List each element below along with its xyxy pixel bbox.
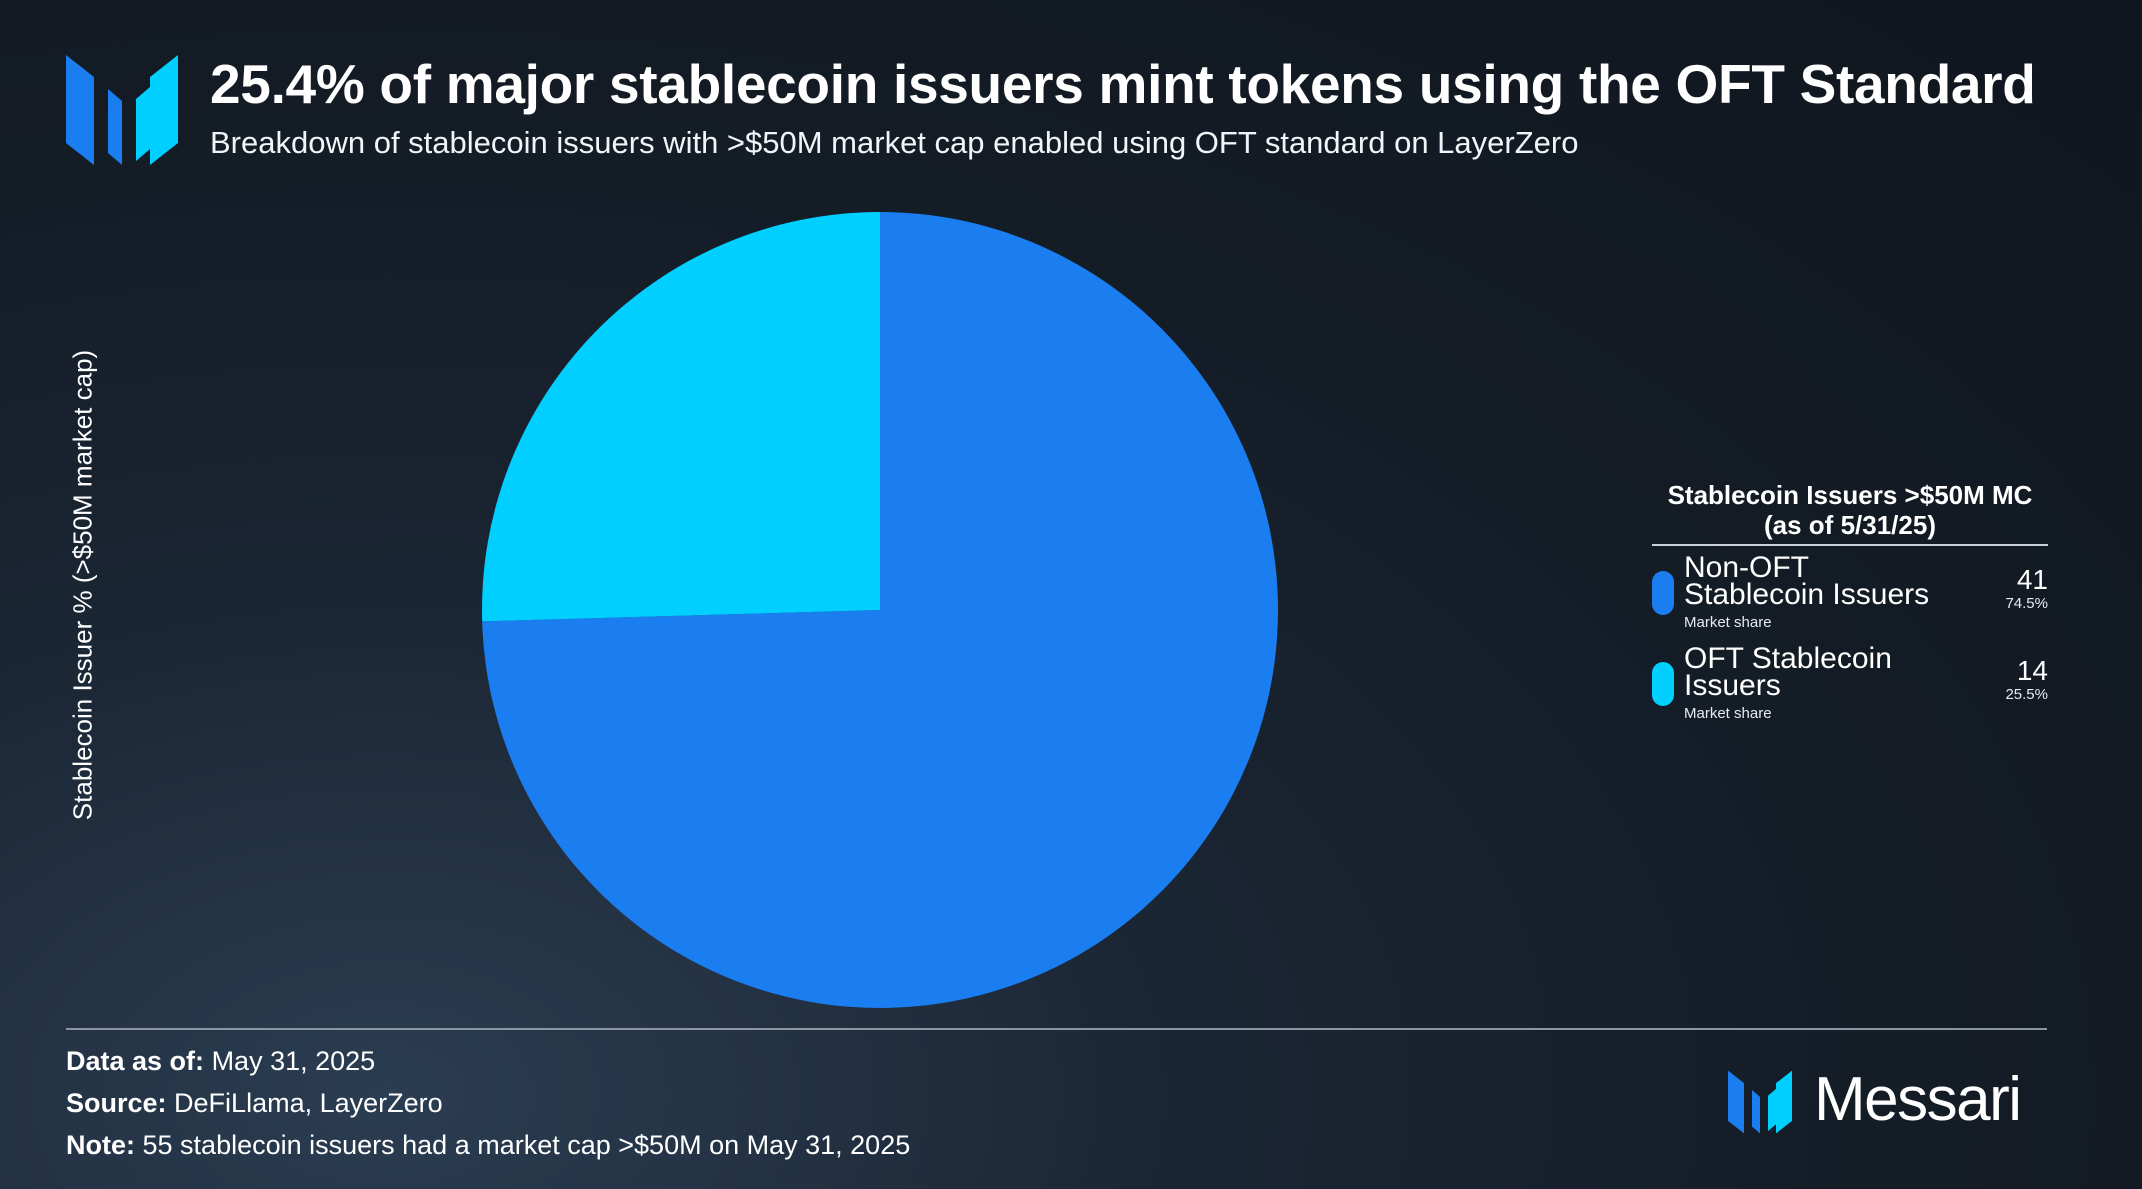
data-as-of: Data as of: May 31, 2025	[66, 1040, 910, 1082]
chart-subtitle: Breakdown of stablecoin issuers with >$5…	[210, 125, 1579, 160]
note-value: 55 stablecoin issuers had a market cap >…	[142, 1130, 911, 1160]
chart-legend: Stablecoin Issuers >$50M MC (as of 5/31/…	[1652, 480, 2048, 722]
pie-slice-non-oft	[482, 212, 1278, 1008]
y-axis-label: Stablecoin Issuer % (>$50M market cap)	[67, 349, 98, 821]
legend-item-oft: OFT Stablecoin Issuers Market share 14 2…	[1652, 642, 2048, 722]
messari-logo-icon	[66, 55, 178, 165]
legend-item-count: 41	[2016, 563, 2048, 595]
legend-item-percent: 25.5%	[2005, 685, 2048, 703]
data-as-of-label: Data as of:	[66, 1046, 205, 1076]
source-value: DeFiLlama, LayerZero	[174, 1088, 443, 1118]
pie-slice-oft	[481, 212, 880, 622]
footer-divider	[66, 1028, 2047, 1030]
messari-brand-icon	[1728, 1070, 1792, 1134]
footer-notes: Data as of: May 31, 2025 Source: DeFiLla…	[66, 1040, 910, 1166]
legend-item-value: 41 74.5%	[2005, 563, 2048, 612]
legend-title: Stablecoin Issuers >$50M MC (as of 5/31/…	[1652, 480, 2048, 546]
legend-item-percent: 74.5%	[2005, 594, 2048, 612]
note-label: Note:	[66, 1130, 135, 1160]
note: Note: 55 stablecoin issuers had a market…	[66, 1124, 910, 1166]
legend-item-sublabel: Market share	[1684, 614, 1772, 631]
legend-item-label: OFT Stablecoin Issuers	[1684, 642, 1892, 702]
legend-item-label: Non-OFT Stablecoin Issuers	[1684, 551, 1930, 611]
legend-item-count: 14	[2016, 654, 2048, 686]
legend-swatch-oft	[1652, 661, 1674, 706]
source-label: Source:	[66, 1088, 167, 1118]
chart-title: 25.4% of major stablecoin issuers mint t…	[210, 53, 2036, 115]
data-as-of-value: May 31, 2025	[211, 1046, 376, 1076]
legend-item-value: 14 25.5%	[2005, 654, 2048, 703]
legend-item-sublabel: Market share	[1684, 705, 1772, 722]
source: Source: DeFiLlama, LayerZero	[66, 1082, 910, 1124]
legend-item-non-oft: Non-OFT Stablecoin Issuers Market share …	[1652, 551, 2048, 631]
brand-name: Messari	[1814, 1065, 2022, 1134]
pie-chart	[481, 212, 1278, 1008]
legend-swatch-non-oft	[1652, 570, 1674, 615]
